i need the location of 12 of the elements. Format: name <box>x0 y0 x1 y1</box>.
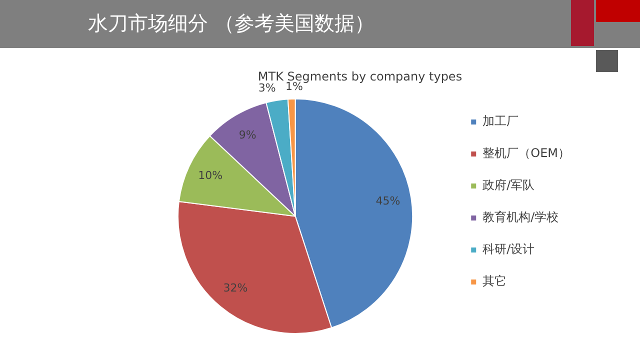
data-label: 3% <box>258 82 276 95</box>
data-label: 32% <box>223 281 248 294</box>
legend-label: 教育机构/学校 <box>482 210 559 224</box>
legend-label: 其它 <box>482 274 507 288</box>
legend-label: 政府/军队 <box>482 178 535 192</box>
data-label: 9% <box>238 128 256 142</box>
legend-label: 整机厂（OEM） <box>482 146 570 160</box>
chart-title: 水刀市场细分 （参考美国数据） <box>88 10 374 37</box>
data-label: 45% <box>376 194 400 208</box>
legend-label: 科研/设计 <box>482 242 535 256</box>
data-label: 10% <box>198 169 223 182</box>
legend-label: 加工厂 <box>482 114 519 128</box>
